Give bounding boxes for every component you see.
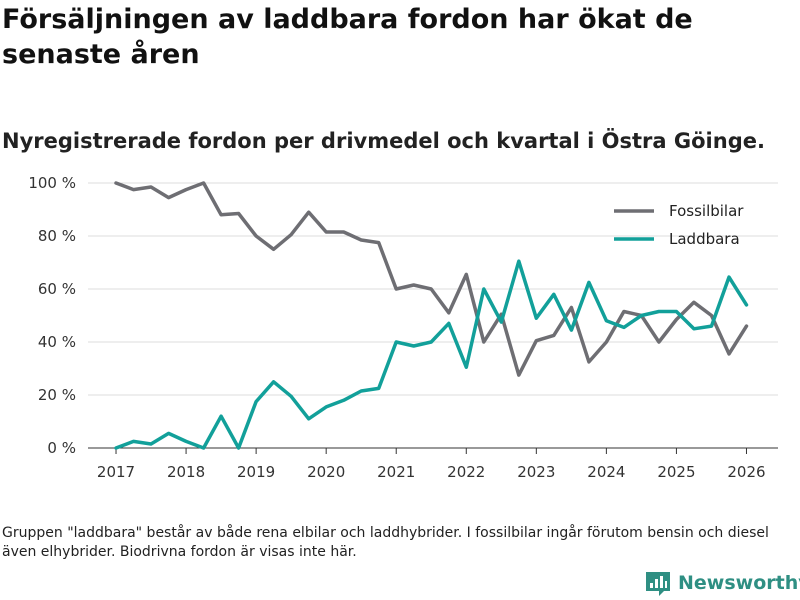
brand-logo[interactable]: Newsworthy [644,568,800,598]
x-tick-label: 2023 [517,463,555,481]
x-tick-label: 2017 [97,463,135,481]
x-tick-label: 2020 [307,463,345,481]
x-tick-label: 2019 [237,463,275,481]
legend-label: Fossilbilar [669,202,744,220]
y-tick-label: 40 % [38,333,76,351]
y-tick-label: 100 % [28,174,76,192]
x-tick-label: 2026 [727,463,765,481]
x-tick-label: 2018 [167,463,205,481]
legend-label: Laddbara [669,230,740,248]
y-tick-label: 20 % [38,386,76,404]
y-tick-label: 80 % [38,227,76,245]
chart-legend[interactable]: Fossilbilar Laddbara [614,202,744,248]
chart-axes: 0 % 20 % 40 % 60 % 80 % 100 % 2017 2018 2019 2020… [28,174,778,481]
line-chart: 0 % 20 % 40 % 60 % 80 % 100 % 2017 2018 2019 2020… [28,174,778,481]
series-line-laddbara[interactable] [114,259,749,450]
y-tick-label: 60 % [38,280,76,298]
x-tick-label: 2021 [377,463,415,481]
chart-subtitle: Nyregistrerade fordon per drivmedel och … [2,129,765,153]
chart-gridlines [88,182,778,449]
newsworthy-logo-icon [646,572,670,596]
footnote: Gruppen "laddbara" består av både rena e… [2,525,769,560]
x-tick-label: 2024 [587,463,625,481]
x-tick-label: 2022 [447,463,485,481]
brand-name: Newsworthy [678,572,800,594]
page-title: Försäljningen av laddbara fordon har öka… [2,4,693,70]
y-tick-label: 0 % [47,439,76,457]
chart-series [114,181,749,450]
x-tick-label: 2025 [657,463,695,481]
